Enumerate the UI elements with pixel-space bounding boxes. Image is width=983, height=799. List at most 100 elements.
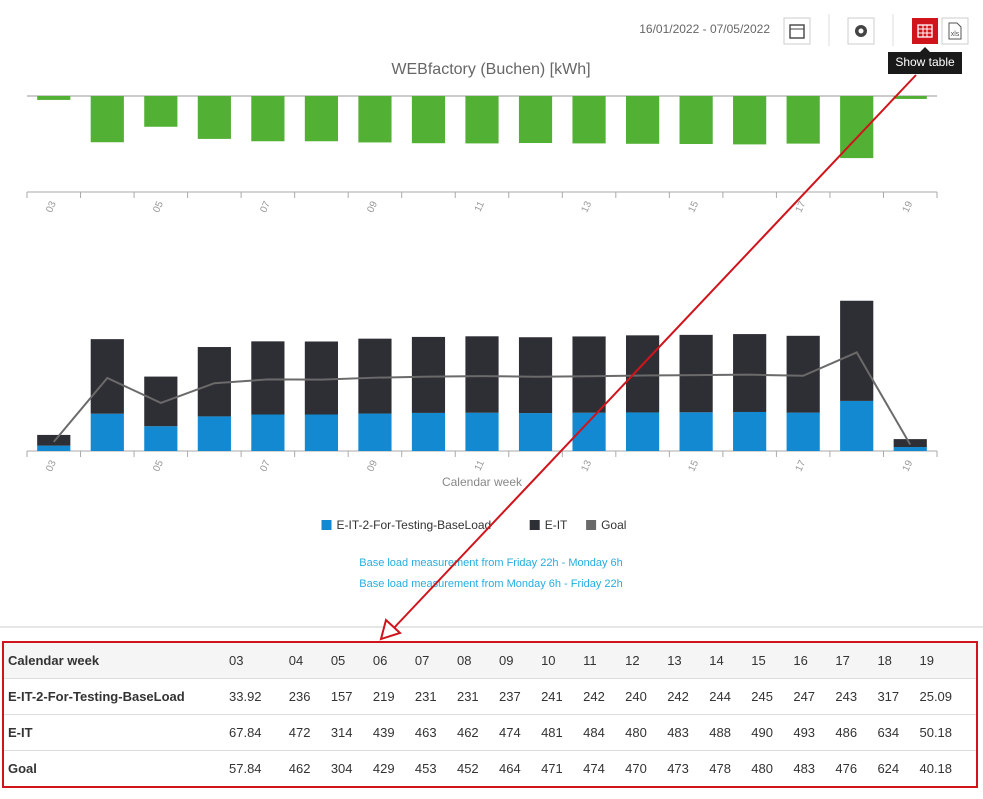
bar <box>893 96 927 99</box>
table-cell: 231 <box>410 678 453 715</box>
x-tick-label: 13 <box>579 199 594 214</box>
table-cell: 40.18 <box>915 750 977 787</box>
table-cell: 50.18 <box>915 714 977 751</box>
x-tick-label: 03 <box>44 199 59 214</box>
x-tick-label: 11 <box>473 199 488 213</box>
table-cell: 11 <box>579 642 622 679</box>
tooltip-text: Show table <box>895 55 955 69</box>
x-tick-label: 17 <box>794 199 809 214</box>
bar <box>197 96 231 139</box>
table-cell: 240 <box>621 678 664 715</box>
legend-swatch <box>529 520 540 530</box>
table-cell: 67.84 <box>225 714 285 751</box>
table-cell: 480 <box>621 714 664 751</box>
x-tick-label: 03 <box>44 458 59 473</box>
x-tick-label: 13 <box>579 458 594 473</box>
bar-segment <box>465 412 499 451</box>
table-row: Calendar week 03 04 05 06 07 08 09 10 11 12 13 14 15 1… <box>3 642 977 679</box>
bar <box>518 96 553 144</box>
x-tick-label: 07 <box>258 199 273 214</box>
bar-segment <box>144 426 178 451</box>
table-cell: 16 <box>789 642 832 679</box>
calendar-button[interactable] <box>783 17 811 45</box>
bar-segment <box>679 334 713 413</box>
bar-segment <box>733 334 767 412</box>
table-cell: 33.92 <box>225 678 285 715</box>
date-range[interactable]: 16/01/2022 - 07/05/2022 <box>639 22 770 36</box>
bar-segment <box>251 414 285 451</box>
table-cell: 472 <box>284 714 327 751</box>
table-cell: 474 <box>495 714 538 751</box>
x-tick-label: 05 <box>151 458 166 473</box>
table-cell: 18 <box>873 642 916 679</box>
legend-item: Goal <box>586 518 626 532</box>
x-tick-label: 19 <box>901 199 916 214</box>
data-table: Calendar week 03 04 05 06 07 08 09 10 11 12 13 14 15 1… <box>2 641 978 788</box>
table-cell: 08 <box>452 642 496 679</box>
x-tick-label: 09 <box>365 458 380 473</box>
bar-segment <box>625 412 660 451</box>
legend-label: E-IT-2-For-Testing-BaseLoad <box>337 518 492 532</box>
table-cell: 484 <box>579 714 622 751</box>
table-cell: Calendar week <box>3 642 225 679</box>
settings-button[interactable] <box>847 17 875 45</box>
table-cell: 237 <box>495 678 538 715</box>
table-cell: 03 <box>225 642 285 679</box>
table-cell: 486 <box>831 714 874 751</box>
bar-segment <box>518 337 553 414</box>
table-cell: 06 <box>368 642 411 679</box>
bar-segment <box>786 412 820 451</box>
bar-segment <box>251 341 285 415</box>
bar-segment <box>358 338 392 414</box>
table-cell: 13 <box>663 642 706 679</box>
bar <box>144 96 178 127</box>
bar <box>251 96 285 142</box>
note: Base load measurement from Friday 22h - … <box>359 557 623 569</box>
table-cell: 15 <box>747 642 790 679</box>
table-cell: 242 <box>579 678 622 715</box>
bar <box>786 96 820 144</box>
table-cell: 304 <box>326 750 369 787</box>
table-cell: 14 <box>705 642 748 679</box>
bar <box>37 96 71 100</box>
table-cell: 634 <box>873 714 916 751</box>
table-cell: 25.09 <box>915 678 977 715</box>
bar-segment <box>144 376 178 427</box>
table-cell: 453 <box>410 750 453 787</box>
table-cell: 474 <box>579 750 622 787</box>
bar <box>733 96 767 145</box>
bar-segment <box>465 336 499 413</box>
table-cell: 463 <box>410 714 453 751</box>
bar-segment <box>572 336 606 413</box>
bar-segment <box>786 335 820 413</box>
bar-segment <box>37 445 71 451</box>
svg-text:xls: xls <box>951 31 960 38</box>
bar-segment <box>304 341 339 415</box>
table-cell: E-IT-2-For-Testing-BaseLoad <box>3 678 225 715</box>
table-cell: 476 <box>831 750 874 787</box>
bar-segment <box>733 411 767 451</box>
table-cell: 481 <box>537 714 580 751</box>
bar-segment <box>197 416 231 451</box>
table-cell: 429 <box>368 750 411 787</box>
bar-segment <box>411 412 446 451</box>
bar-segment <box>572 412 606 451</box>
table-cell: 314 <box>326 714 369 751</box>
legend-swatch <box>586 520 597 530</box>
table-cell: 439 <box>368 714 411 751</box>
table-button[interactable] <box>912 18 938 44</box>
bar-segment <box>37 434 71 446</box>
table-cell: 05 <box>326 642 369 679</box>
tooltip: Show table <box>888 47 962 74</box>
xls-button[interactable]: xls <box>941 17 969 45</box>
table-cell: 317 <box>873 678 916 715</box>
table-cell: 471 <box>537 750 580 787</box>
note: Base load measurement from Monday 6h - F… <box>359 578 623 590</box>
legend-swatch <box>321 520 332 530</box>
table-cell: 04 <box>284 642 327 679</box>
bar <box>411 96 446 144</box>
bar <box>90 96 124 143</box>
chart-title: WEBfactory (Buchen) [kWh] <box>391 61 590 78</box>
bar-segment <box>90 413 124 451</box>
